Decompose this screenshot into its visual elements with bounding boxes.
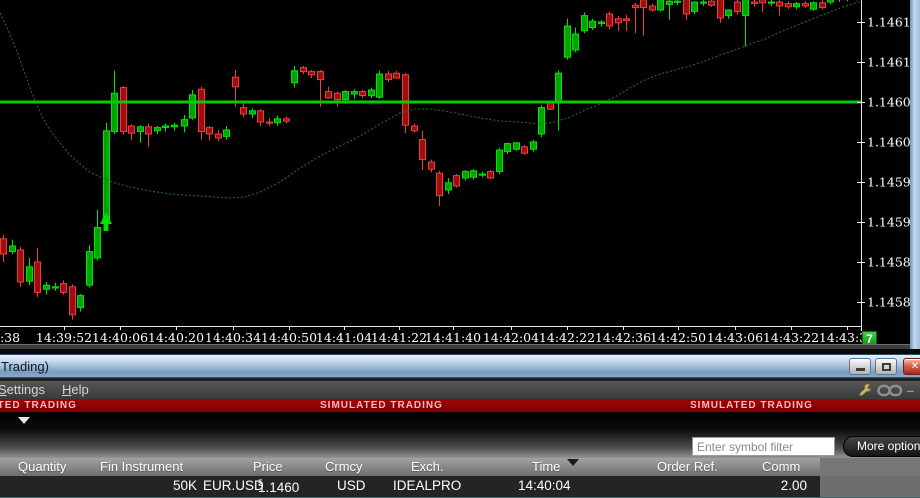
trades-table-header: Quantity Fin Instrument Price Crmcy Exch… [0,458,920,476]
cell-instrument: EUR.USD [203,478,264,493]
time-axis-label: 14:40:34 [205,330,261,344]
time-axis-label: 14:40:20 [148,330,204,344]
row-gutter [820,476,920,497]
window-gap [0,349,920,354]
banner-text: SIMULATED TRADING [0,400,77,411]
time-axis-label: 14:42:50 [650,330,706,344]
maximize-icon [882,363,891,371]
time-axis-label: 14:41:04 [316,330,372,344]
price-axis-label: 1.14585 [867,255,910,270]
clipped-icon: – [906,382,914,398]
cell-price: 1.1460 5 [258,478,300,495]
col-header-exchange[interactable]: Exch. [411,459,444,474]
minimize-icon [856,368,865,371]
blotter-toolbar: More options [0,412,920,458]
collapse-triangle-icon[interactable] [18,417,30,424]
cell-comm: 2.00 [780,478,807,493]
minimize-button[interactable] [849,358,871,375]
more-options-button[interactable]: More options [843,436,920,457]
menu-help[interactable]: Help [62,382,89,397]
moving-average-line [0,0,863,199]
window-right-frame [910,0,920,352]
price-axis-label: 1.14595 [867,175,910,190]
col-header-quantity[interactable]: Quantity [18,459,67,474]
col-header-comm[interactable]: Comm [762,459,801,474]
maximize-button[interactable] [875,358,897,375]
col-header-currency[interactable]: Crmcy [325,459,363,474]
price-axis-label: 1.14590 [867,215,910,230]
trade-buy-arrow-icon [100,212,112,231]
col-header-price[interactable]: Price [253,459,283,474]
cell-exchange: IDEALPRO [393,478,462,493]
titlebar[interactable]: Trading) ✕ [0,354,920,378]
col-header-order-ref[interactable]: Order Ref. [657,459,718,474]
col-header-fin-instrument[interactable]: Fin Instrument [100,459,184,474]
banner-text: SIMULATED TRADING [690,400,813,411]
time-axis-label: 14:40:06 [92,330,148,344]
price-axis-label: 1.14610 [867,55,910,70]
menu-settings[interactable]: Settings [0,382,45,397]
time-axis-label: 14:39:38 [0,330,20,344]
time-axis-label: 14:41:22 [371,330,427,344]
price-axis-label: 1.14615 [867,15,910,30]
cell-currency: USD [337,478,366,493]
simulated-trading-banner: SIMULATED TRADING SIMULATED TRADING SIMU… [0,399,920,412]
chain-link-icon[interactable] [877,384,903,397]
time-axis-label: 14:40:50 [261,330,317,344]
price-axis-label: 1.14600 [867,135,910,150]
time-axis-label: 14:43:22 [763,330,819,344]
time-axis-label: 14:42:36 [595,330,651,344]
banner-text: SIMULATED TRADING [320,400,443,411]
time-axis-label: 14:41:40 [425,330,481,344]
window-title: Trading) [1,359,49,374]
trade-row[interactable]: 50K EUR.USD 1.1460 5 USD IDEALPRO 14:40:0… [0,476,820,497]
symbol-filter-input[interactable] [692,437,835,456]
time-axis-label: 14:39:52 [36,330,92,344]
time-axis-label: 14:42:22 [539,330,595,344]
chart-window-bottom-frame [0,344,910,349]
cell-quantity: 50K [172,478,197,493]
price-axis-label: 1.14580 [867,295,910,310]
menubar: Settings Help – [0,381,920,399]
col-header-time[interactable]: Time [532,459,561,474]
sort-desc-icon[interactable] [567,459,579,466]
cell-time: 14:40:04 [518,478,571,493]
candlesticks [0,0,857,320]
close-button[interactable]: ✕ [903,358,920,375]
wrench-icon[interactable] [857,382,873,398]
time-axis-label: 14:43:06 [707,330,763,344]
time-axis-label: 14:42:04 [483,330,539,344]
time-axis-label: 14:43:36 [819,330,875,344]
